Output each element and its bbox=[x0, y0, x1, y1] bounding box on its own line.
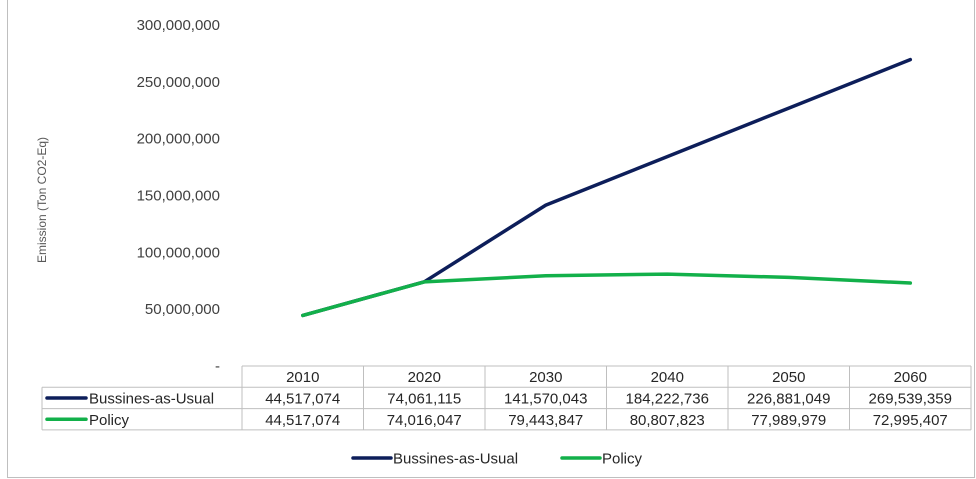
y-axis-label: Emission (Ton CO2-Eq) bbox=[35, 137, 49, 263]
data-label: 80,807,823 bbox=[630, 412, 705, 429]
y-tick-label: 200,000,000 bbox=[137, 131, 220, 148]
series-line-1 bbox=[301, 272, 913, 318]
data-table: 2010 2020 2030 2040 2050 2060 Bussines-as-Usua… bbox=[41, 365, 972, 431]
legend-label: Policy bbox=[602, 451, 643, 468]
y-tick-label: 50,000,000 bbox=[145, 301, 220, 318]
y-axis-ticks: - 50,000,000 100,000,000 150,000,000 200,000… bbox=[137, 17, 220, 375]
table-series-name: Policy bbox=[89, 412, 130, 429]
data-label: 269,539,359 bbox=[869, 390, 952, 407]
legend-label: Bussines-as-Usual bbox=[393, 451, 518, 468]
x-tick-label: 2020 bbox=[408, 369, 441, 386]
data-label: 79,443,847 bbox=[508, 412, 583, 429]
chart-frame bbox=[7, 0, 975, 478]
data-label: 226,881,049 bbox=[747, 390, 830, 407]
y-tick-label: - bbox=[215, 358, 220, 375]
legend: Bussines-as-Usual Policy bbox=[351, 451, 643, 468]
data-label: 72,995,407 bbox=[873, 412, 948, 429]
data-label: 77,989,979 bbox=[751, 412, 826, 429]
data-label: 74,016,047 bbox=[387, 412, 462, 429]
x-tick-label: 2010 bbox=[286, 369, 319, 386]
data-label: 44,517,074 bbox=[265, 390, 340, 407]
y-tick-label: 250,000,000 bbox=[137, 74, 220, 91]
x-tick-label: 2060 bbox=[894, 369, 927, 386]
x-tick-label: 2040 bbox=[651, 369, 684, 386]
x-tick-label: 2050 bbox=[772, 369, 805, 386]
y-tick-label: 150,000,000 bbox=[137, 188, 220, 205]
y-tick-label: 300,000,000 bbox=[137, 17, 220, 34]
plot-lines bbox=[301, 57, 913, 318]
series-line-0 bbox=[301, 57, 913, 318]
data-label: 184,222,736 bbox=[626, 390, 709, 407]
table-series-name: Bussines-as-Usual bbox=[89, 390, 214, 407]
x-tick-label: 2030 bbox=[529, 369, 562, 386]
data-label: 44,517,074 bbox=[265, 412, 340, 429]
y-tick-label: 100,000,000 bbox=[137, 244, 220, 261]
data-label: 74,061,115 bbox=[387, 390, 461, 407]
data-label: 141,570,043 bbox=[504, 390, 587, 407]
